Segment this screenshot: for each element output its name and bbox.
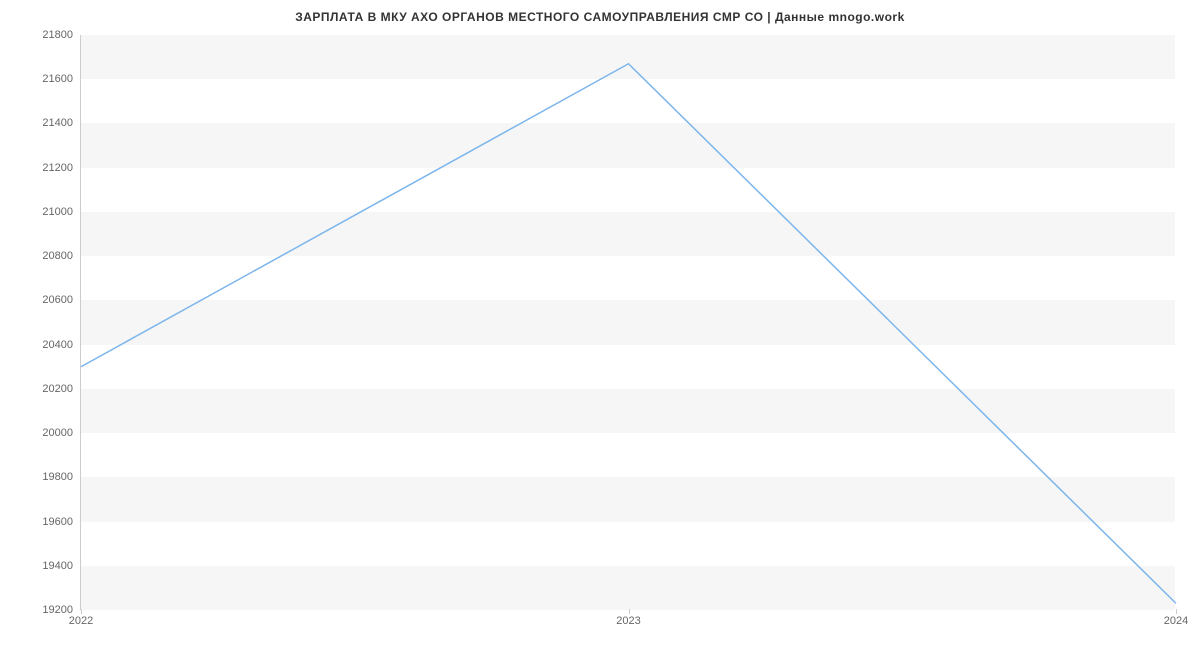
- x-tick-mark: [1176, 609, 1177, 614]
- x-tick-mark: [81, 609, 82, 614]
- line-layer: [81, 35, 1175, 609]
- y-tick-label: 21000: [42, 206, 81, 218]
- y-tick-label: 20400: [42, 339, 81, 351]
- y-tick-label: 19400: [42, 560, 81, 572]
- y-tick-label: 21800: [42, 29, 81, 41]
- chart-title: ЗАРПЛАТА В МКУ АХО ОРГАНОВ МЕСТНОГО САМО…: [0, 10, 1200, 24]
- y-tick-label: 19800: [42, 471, 81, 483]
- y-tick-label: 21200: [42, 162, 81, 174]
- y-tick-label: 21400: [42, 117, 81, 129]
- y-tick-label: 20600: [42, 294, 81, 306]
- y-tick-label: 20200: [42, 383, 81, 395]
- y-tick-label: 19600: [42, 516, 81, 528]
- y-tick-label: 20000: [42, 427, 81, 439]
- y-tick-label: 20800: [42, 250, 81, 262]
- y-tick-label: 21600: [42, 73, 81, 85]
- series-line: [81, 64, 1176, 604]
- x-tick-mark: [629, 609, 630, 614]
- plot-area: 1920019400196001980020000202002040020600…: [80, 35, 1175, 610]
